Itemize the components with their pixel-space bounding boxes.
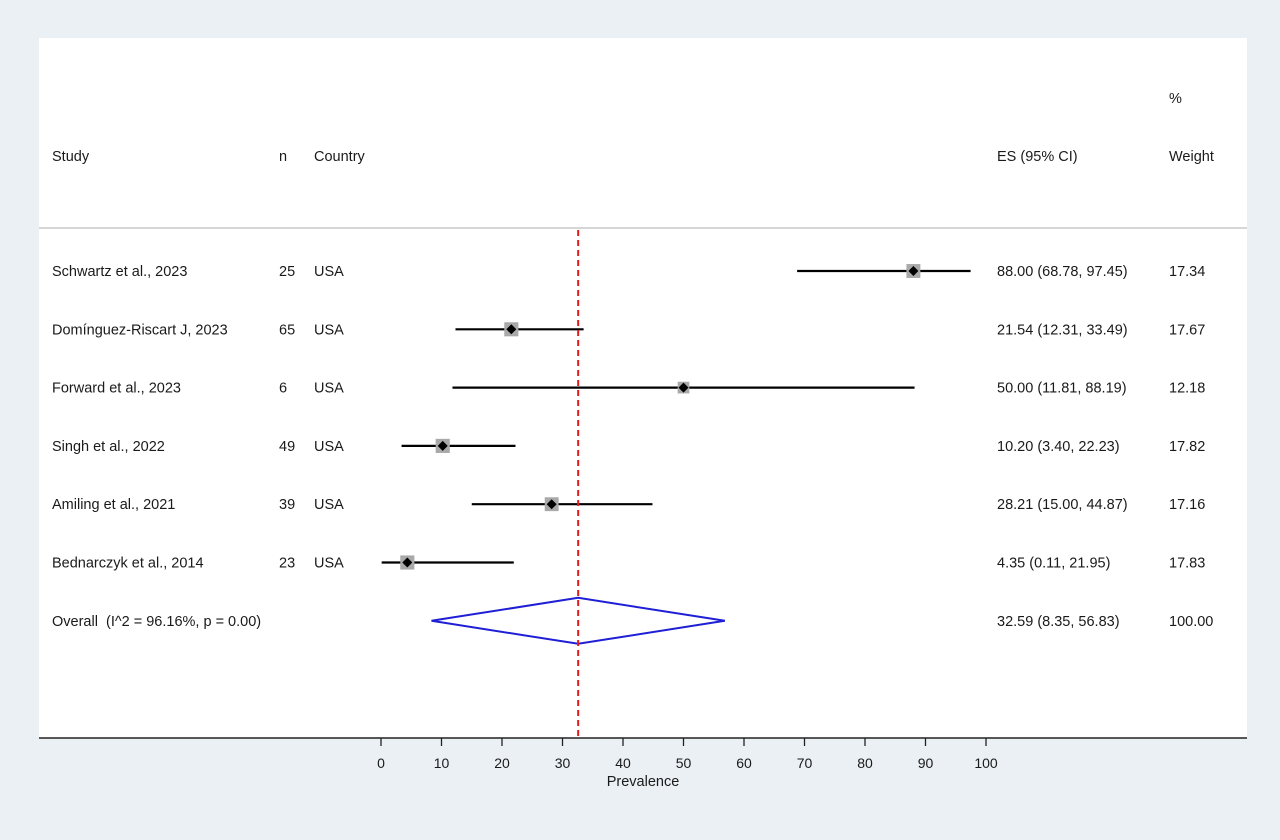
study-label: Singh et al., 2022 (52, 439, 165, 455)
study-marks (381, 264, 971, 570)
overall-row: Overall (I^2 = 96.16%, p = 0.00) 32.59 (8… (52, 596, 1213, 645)
study-country: USA (314, 264, 344, 280)
x-axis-label: Prevalence (607, 774, 680, 790)
study-country: USA (314, 556, 344, 572)
study-weight: 17.16 (1169, 497, 1205, 513)
x-tick-label: 40 (615, 755, 631, 771)
header-weight: Weight (1169, 149, 1214, 165)
x-tick-label: 80 (857, 755, 873, 771)
study-country: USA (314, 497, 344, 513)
study-point-estimate (908, 266, 919, 276)
header-country: Country (314, 149, 366, 165)
study-weight: 17.82 (1169, 439, 1205, 455)
study-country: USA (314, 322, 344, 338)
study-n: 49 (279, 439, 295, 455)
study-point-estimate (402, 557, 413, 568)
x-tick-label: 90 (918, 755, 934, 771)
overall-es-ci: 32.59 (8.35, 56.83) (997, 614, 1120, 630)
study-n: 23 (279, 556, 295, 572)
study-weight: 17.67 (1169, 322, 1205, 338)
header-es: ES (95% CI) (997, 149, 1078, 165)
study-point-estimate (506, 324, 517, 335)
study-country: USA (314, 439, 344, 455)
study-point-estimate (678, 382, 689, 393)
study-weight: 12.18 (1169, 381, 1205, 397)
x-tick-label: 60 (736, 755, 752, 771)
study-n: 39 (279, 497, 295, 513)
study-point-estimate (437, 440, 448, 451)
study-n: 6 (279, 381, 287, 397)
x-axis-ticks: 0 10 20 30 40 50 60 70 80 90 100 (377, 738, 998, 771)
x-tick-label: 50 (676, 755, 692, 771)
x-tick-label: 100 (974, 755, 998, 771)
study-label: Domínguez-Riscart J, 2023 (52, 322, 228, 338)
x-tick-label: 0 (377, 755, 385, 771)
study-country: USA (314, 381, 344, 397)
study-n: 25 (279, 264, 295, 280)
overall-label: Overall (I^2 = 96.16%, p = 0.00) (52, 614, 261, 630)
study-weight: 17.83 (1169, 556, 1205, 572)
study-rows: Schwartz et al., 2023 25 USA 88.00 (68.78, … (52, 264, 1205, 572)
overall-weight: 100.00 (1169, 614, 1213, 630)
study-weight: 17.34 (1169, 264, 1205, 280)
study-label: Forward et al., 2023 (52, 381, 181, 397)
x-tick-label: 20 (494, 755, 510, 771)
x-tick-label: 70 (797, 755, 813, 771)
x-tick-label: 10 (434, 755, 450, 771)
study-label: Schwartz et al., 2023 (52, 264, 187, 280)
study-es-ci: 50.00 (11.81, 88.19) (997, 381, 1127, 397)
study-es-ci: 88.00 (68.78, 97.45) (997, 264, 1128, 280)
study-es-ci: 4.35 (0.11, 21.95) (997, 556, 1110, 572)
header-weight-percent: % (1169, 91, 1182, 107)
study-es-ci: 21.54 (12.31, 33.49) (997, 322, 1128, 338)
study-n: 65 (279, 322, 295, 338)
study-label: Bednarczyk et al., 2014 (52, 556, 204, 572)
x-tick-label: 30 (555, 755, 571, 771)
overall-diamond (431, 596, 725, 645)
study-point-estimate (546, 499, 557, 510)
study-es-ci: 10.20 (3.40, 22.23) (997, 439, 1120, 455)
header-n: n (279, 149, 287, 165)
study-es-ci: 28.21 (15.00, 44.87) (997, 497, 1128, 513)
header-study: Study (52, 149, 90, 165)
study-label: Amiling et al., 2021 (52, 497, 175, 513)
